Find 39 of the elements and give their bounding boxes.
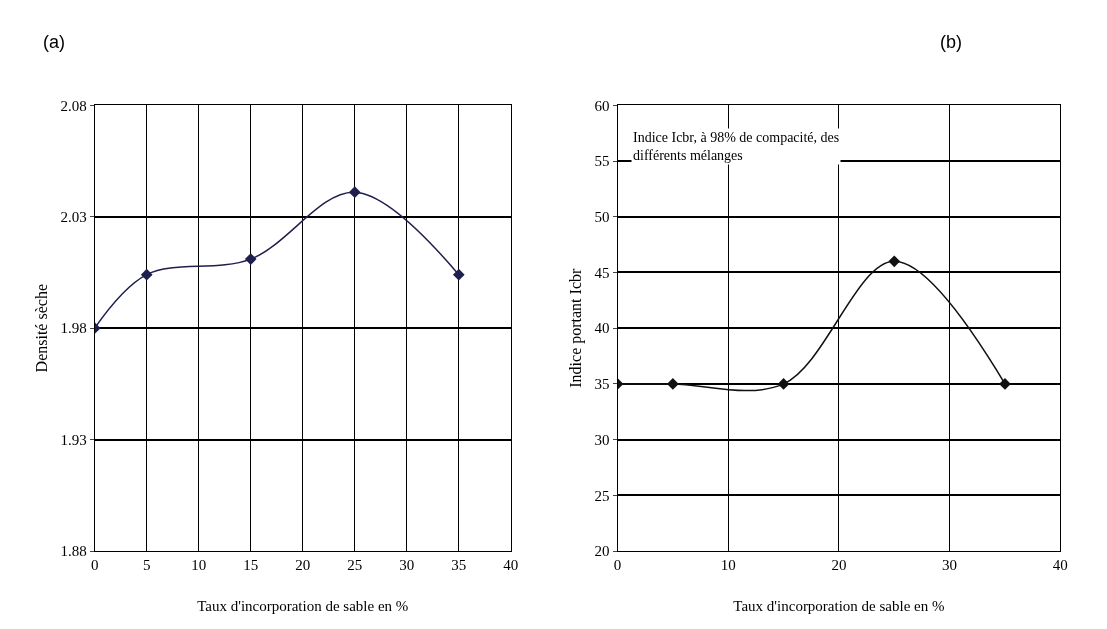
y-tick-label: 60: [594, 97, 610, 114]
x-tick-label: 30: [942, 557, 958, 574]
x-tick-label: 0: [90, 557, 99, 574]
x-tick-label: 0: [613, 557, 622, 574]
point: [348, 186, 361, 199]
y-tick-label: 30: [594, 431, 610, 448]
x-tick-label: 40: [1052, 557, 1068, 574]
x-axis-title: Taux d'incorporation de sable en %: [733, 598, 945, 615]
x-tick-label: 30: [399, 557, 415, 574]
annotation: Indice Icbr, à 98% de compacité, des différents mélanges: [633, 130, 840, 164]
y-tick-label: 1.88: [60, 543, 87, 560]
x-tick-label: 10: [720, 557, 736, 574]
y-tick-label: 1.98: [60, 320, 87, 337]
y-axis-title: Indice portant Icbr: [567, 267, 586, 388]
chart-title: (b): [940, 32, 962, 52]
point: [452, 268, 465, 281]
x-tick-label: 25: [347, 557, 363, 574]
x-tick-label: 40: [503, 557, 519, 574]
y-tick-label: 2.08: [60, 97, 87, 114]
y-tick-label: 45: [594, 264, 610, 281]
y-axis-title: Densité sèche: [33, 283, 51, 373]
x-tick-label: 20: [831, 557, 847, 574]
y-tick-label: 35: [594, 376, 610, 393]
x-tick-label: 20: [295, 557, 311, 574]
x-tick-label: 15: [243, 557, 259, 574]
y-tick-label: 50: [594, 208, 610, 225]
x-tick-label: 35: [451, 557, 467, 574]
y-tick-label: 1.93: [60, 431, 87, 448]
y-tick-label: 55: [594, 153, 610, 170]
point: [140, 268, 153, 281]
x-axis-title: Taux d'incorporation de sable en %: [197, 598, 409, 615]
y-tick-label: 20: [594, 543, 610, 560]
x-tick-label: 5: [142, 557, 151, 574]
x-tick-label: 10: [191, 557, 207, 574]
chart-title: (a): [43, 32, 65, 52]
y-tick-label: 2.03: [60, 208, 87, 225]
y-tick-label: 40: [594, 320, 610, 337]
y-tick-label: 25: [594, 487, 610, 504]
point: [244, 253, 257, 265]
